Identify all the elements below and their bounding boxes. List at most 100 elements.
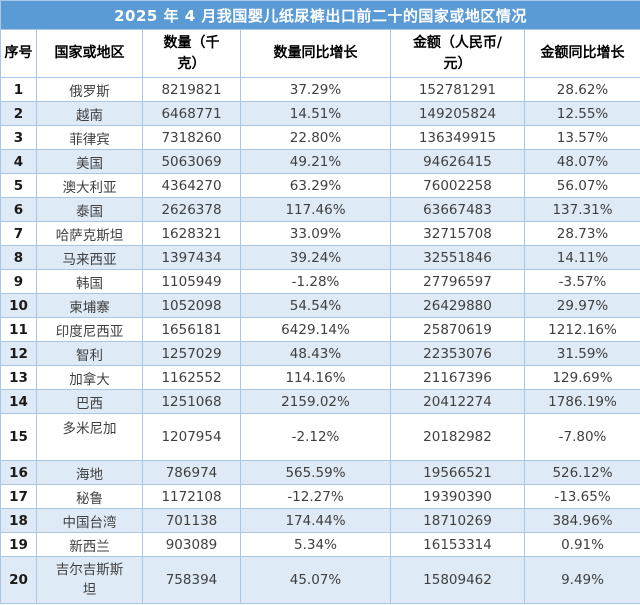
- column-header-quantity-yoy: 数量同比增长: [240, 29, 391, 78]
- cell-rank: 20: [0, 556, 37, 604]
- cell-amount-yoy: 28.73%: [523, 221, 640, 246]
- cell-country: 澳大利亚: [36, 173, 143, 198]
- table-row: 13 加拿大 1162552 114.16% 21167396 129.69%: [0, 365, 640, 390]
- cell-country: 智利: [36, 341, 143, 366]
- cell-country: 泰国: [36, 197, 143, 222]
- cell-amount-yoy: -13.65%: [523, 484, 640, 509]
- cell-rank: 8: [0, 245, 37, 270]
- cell-quantity: 1172108: [142, 484, 241, 509]
- cell-rank: 9: [0, 269, 37, 294]
- cell-amount-yoy: 29.97%: [523, 293, 640, 318]
- cell-quantity-yoy: 2159.02%: [240, 389, 391, 414]
- cell-quantity: 1397434: [142, 245, 241, 270]
- cell-amount: 136349915: [390, 125, 525, 150]
- cell-rank: 2: [0, 101, 37, 126]
- cell-amount: 94626415: [390, 149, 525, 174]
- cell-quantity: 4364270: [142, 173, 241, 198]
- cell-rank: 5: [0, 173, 37, 198]
- cell-amount-yoy: 9.49%: [523, 556, 640, 604]
- table-row: 19 新西兰 903089 5.34% 16153314 0.91%: [0, 532, 640, 557]
- cell-quantity-yoy: 5.34%: [240, 532, 391, 557]
- cell-quantity-yoy: 33.09%: [240, 221, 391, 246]
- cell-amount: 20412274: [390, 389, 525, 414]
- cell-quantity: 1105949: [142, 269, 241, 294]
- table-row: 4 美国 5063069 49.21% 94626415 48.07%: [0, 149, 640, 174]
- cell-quantity-yoy: 174.44%: [240, 508, 391, 533]
- cell-country: 马来西亚: [36, 245, 143, 270]
- table-row: 6 泰国 2626378 117.46% 63667483 137.31%: [0, 197, 640, 222]
- cell-quantity-yoy: 14.51%: [240, 101, 391, 126]
- cell-rank: 4: [0, 149, 37, 174]
- cell-quantity-yoy: 48.43%: [240, 341, 391, 366]
- cell-quantity-yoy: -12.27%: [240, 484, 391, 509]
- cell-amount: 76002258: [390, 173, 525, 198]
- cell-country: 美国: [36, 149, 143, 174]
- cell-rank: 16: [0, 460, 37, 485]
- table-row: 14 巴西 1251068 2159.02% 20412274 1786.19%: [0, 389, 640, 414]
- cell-quantity-yoy: 117.46%: [240, 197, 391, 222]
- cell-country: 海地: [36, 460, 143, 485]
- table-row: 1 俄罗斯 8219821 37.29% 152781291 28.62%: [0, 77, 640, 102]
- cell-country: 韩国: [36, 269, 143, 294]
- cell-quantity-yoy: -1.28%: [240, 269, 391, 294]
- cell-quantity: 786974: [142, 460, 241, 485]
- cell-country: 菲律宾: [36, 125, 143, 150]
- cell-country: 柬埔寨: [36, 293, 143, 318]
- table-row: 16 海地 786974 565.59% 19566521 526.12%: [0, 460, 640, 485]
- cell-quantity: 1162552: [142, 365, 241, 390]
- cell-amount: 149205824: [390, 101, 525, 126]
- cell-quantity: 6468771: [142, 101, 241, 126]
- cell-country: 吉尔吉斯斯 坦: [36, 556, 143, 604]
- cell-quantity: 1207954: [142, 413, 241, 461]
- cell-amount: 19390390: [390, 484, 525, 509]
- table-row: 10 柬埔寨 1052098 54.54% 26429880 29.97%: [0, 293, 640, 318]
- cell-amount: 15809462: [390, 556, 525, 604]
- cell-amount-yoy: 28.62%: [523, 77, 640, 102]
- cell-amount-yoy: 137.31%: [523, 197, 640, 222]
- cell-amount: 22353076: [390, 341, 525, 366]
- cell-quantity: 2626378: [142, 197, 241, 222]
- cell-country: 越南: [36, 101, 143, 126]
- column-header-country: 国家或地区: [36, 29, 143, 78]
- cell-amount: 63667483: [390, 197, 525, 222]
- cell-amount: 32715708: [390, 221, 525, 246]
- cell-rank: 17: [0, 484, 37, 509]
- cell-country: 巴西: [36, 389, 143, 414]
- cell-amount-yoy: 526.12%: [523, 460, 640, 485]
- cell-amount-yoy: 56.07%: [523, 173, 640, 198]
- cell-amount-yoy: 14.11%: [523, 245, 640, 270]
- cell-quantity: 1257029: [142, 341, 241, 366]
- cell-amount: 26429880: [390, 293, 525, 318]
- cell-amount-yoy: -7.80%: [523, 413, 640, 461]
- cell-rank: 19: [0, 532, 37, 557]
- column-header-quantity: 数量（千 克）: [142, 29, 241, 78]
- cell-amount: 152781291: [390, 77, 525, 102]
- cell-country: 多米尼加: [36, 413, 143, 461]
- cell-quantity-yoy: 6429.14%: [240, 317, 391, 342]
- cell-country: 中国台湾: [36, 508, 143, 533]
- header-row: 序号 国家或地区 数量（千 克） 数量同比增长 金额（人民币/ 元） 金额同比增…: [0, 29, 640, 78]
- cell-rank: 1: [0, 77, 37, 102]
- table-row: 20 吉尔吉斯斯 坦 758394 45.07% 15809462 9.49%: [0, 556, 640, 604]
- cell-quantity-yoy: 39.24%: [240, 245, 391, 270]
- table-row: 17 秘鲁 1172108 -12.27% 19390390 -13.65%: [0, 484, 640, 509]
- table-row: 3 菲律宾 7318260 22.80% 136349915 13.57%: [0, 125, 640, 150]
- cell-rank: 6: [0, 197, 37, 222]
- cell-quantity-yoy: 22.80%: [240, 125, 391, 150]
- cell-amount: 27796597: [390, 269, 525, 294]
- title-row: 2025 年 4 月我国婴儿纸尿裤出口前二十的国家或地区情况: [0, 0, 640, 30]
- cell-amount: 16153314: [390, 532, 525, 557]
- cell-amount-yoy: 48.07%: [523, 149, 640, 174]
- cell-quantity-yoy: 63.29%: [240, 173, 391, 198]
- cell-quantity: 7318260: [142, 125, 241, 150]
- cell-quantity-yoy: 54.54%: [240, 293, 391, 318]
- table-row: 8 马来西亚 1397434 39.24% 32551846 14.11%: [0, 245, 640, 270]
- cell-rank: 14: [0, 389, 37, 414]
- cell-amount-yoy: 129.69%: [523, 365, 640, 390]
- cell-amount-yoy: 1786.19%: [523, 389, 640, 414]
- cell-amount-yoy: 13.57%: [523, 125, 640, 150]
- table-row: 15 多米尼加 1207954 -2.12% 20182982 -7.80%: [0, 413, 640, 461]
- cell-quantity: 1656181: [142, 317, 241, 342]
- column-header-amount-yoy: 金额同比增长: [523, 29, 640, 78]
